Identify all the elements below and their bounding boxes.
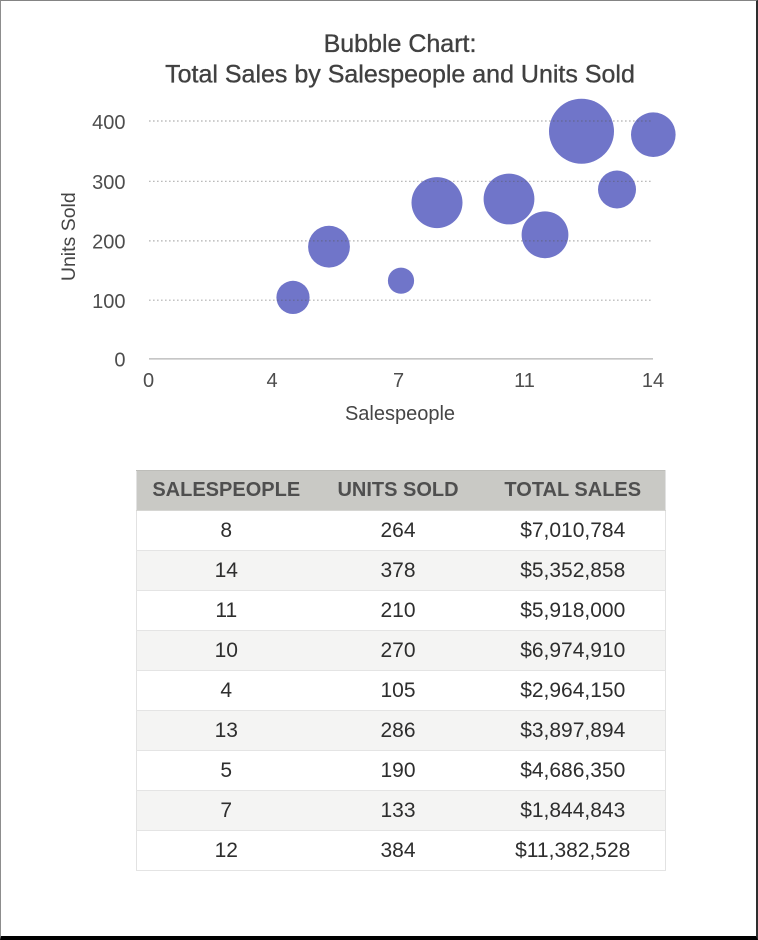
svg-text:4: 4 [266, 370, 277, 392]
svg-text:Total Sales by Salespeople and: Total Sales by Salespeople and Units Sol… [165, 61, 635, 89]
svg-text:300: 300 [92, 172, 125, 194]
svg-text:7: 7 [393, 370, 404, 392]
svg-text:100: 100 [92, 291, 125, 313]
svg-text:11: 11 [514, 370, 535, 392]
svg-text:Bubble Chart:: Bubble Chart: [324, 30, 477, 58]
svg-text:Salespeople: Salespeople [345, 403, 455, 425]
svg-text:0: 0 [114, 350, 125, 372]
svg-text:Units Sold: Units Sold [58, 192, 80, 281]
svg-text:0: 0 [143, 370, 154, 392]
svg-text:200: 200 [92, 232, 125, 254]
svg-text:14: 14 [642, 370, 664, 392]
svg-text:400: 400 [92, 112, 125, 134]
